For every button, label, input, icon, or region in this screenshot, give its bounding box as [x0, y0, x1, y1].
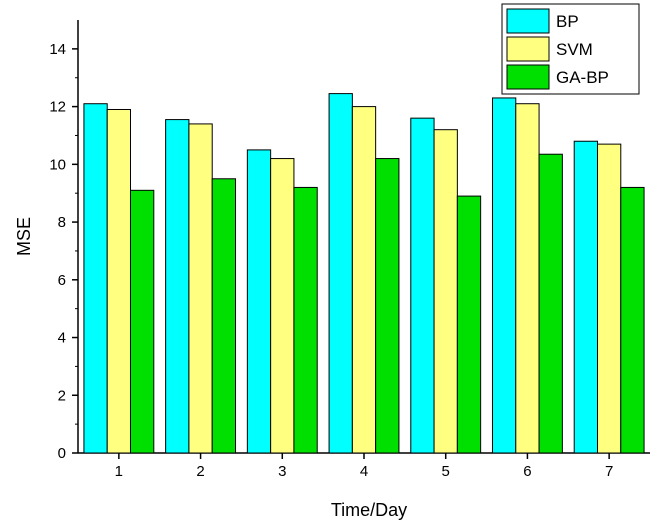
bar-ga-bp-3: [293, 186, 318, 454]
legend-swatch-bp: [506, 8, 550, 34]
bar-bp-7: [573, 140, 598, 454]
bar-bp-2: [165, 119, 190, 454]
bar-svm-1: [106, 108, 132, 454]
y-ticks-group: 0 2 4 6 8 10 12 14: [49, 41, 78, 462]
bar-svm-6: [515, 103, 540, 454]
y-tick-label: 4: [58, 330, 66, 347]
x-tick-label: 2: [196, 463, 204, 480]
y-tick-label: 10: [49, 156, 66, 173]
legend-swatch-ga-bp: [506, 64, 550, 90]
legend-label: BP: [556, 12, 579, 31]
legend-label: GA-BP: [556, 68, 609, 87]
bar-bp-1: [83, 103, 108, 454]
bar-bp-4: [328, 93, 353, 454]
bar-ga-bp-4: [375, 158, 400, 454]
y-tick-label: 12: [49, 99, 66, 116]
x-axis-label: Time/Day: [331, 500, 407, 520]
x-ticks-group: 1 2 3 4 5 6 7: [115, 453, 613, 480]
bar-ga-bp-7: [620, 186, 645, 454]
legend-items: BP SVM GA-BP: [506, 8, 609, 90]
y-tick-label: 14: [49, 41, 66, 58]
bar-bp-3: [246, 149, 272, 454]
bar-svm-3: [270, 158, 295, 454]
legend: BP SVM GA-BP: [501, 3, 640, 95]
bar-svm-5: [433, 129, 458, 454]
x-tick-label: 1: [115, 463, 123, 480]
bar-ga-bp-6: [538, 153, 563, 454]
bars-group: [83, 93, 645, 454]
y-axis-label: MSE: [14, 217, 34, 256]
legend-swatch-svm: [506, 36, 550, 62]
bar-bp-5: [410, 117, 435, 454]
legend-label: SVM: [556, 40, 593, 59]
x-tick-label: 4: [360, 463, 368, 480]
x-tick-label: 7: [605, 463, 613, 480]
y-tick-label: 6: [58, 272, 66, 289]
x-tick-label: 3: [278, 463, 286, 480]
x-tick-label: 5: [442, 463, 450, 480]
bar-svm-4: [351, 106, 377, 454]
bar-ga-bp-1: [130, 189, 155, 454]
bar-ga-bp-2: [211, 178, 237, 454]
bar-svm-2: [188, 123, 213, 454]
bar-ga-bp-5: [456, 195, 482, 454]
y-tick-label: 8: [58, 214, 66, 231]
y-tick-label: 2: [58, 387, 66, 404]
bar-svm-7: [596, 143, 622, 454]
x-tick-label: 6: [523, 463, 531, 480]
bar-bp-6: [491, 97, 517, 454]
y-tick-label: 0: [58, 445, 66, 462]
